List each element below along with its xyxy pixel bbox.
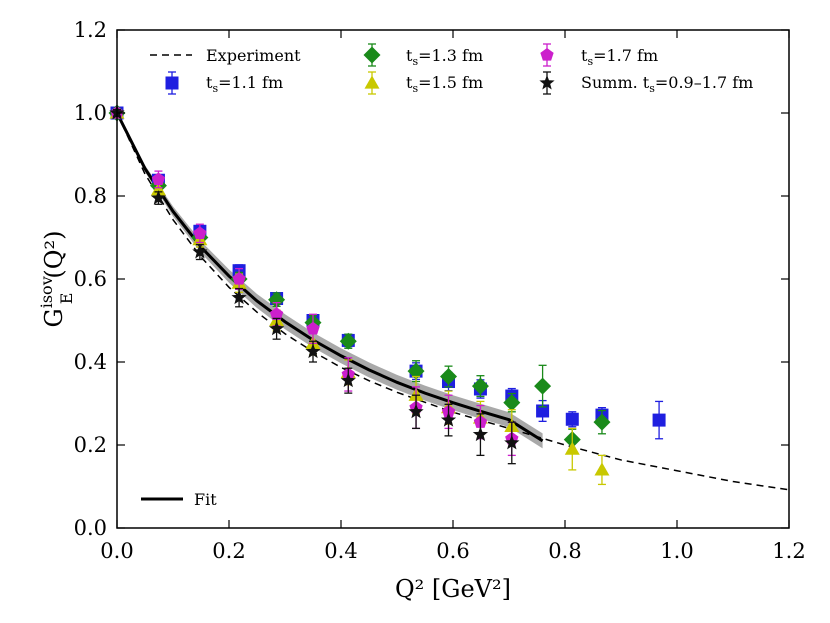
data-point <box>268 291 286 309</box>
data-point <box>193 226 207 240</box>
y-tick-label: 1.2 <box>74 18 107 42</box>
data-point <box>534 377 552 395</box>
legend-marker <box>364 75 380 89</box>
legend-label-ts-1-7: ts=1.7 fm <box>581 46 658 68</box>
x-axis-title: Q² [GeV²] <box>395 575 511 603</box>
x-tick-label: 1.2 <box>772 539 805 563</box>
y-axis-title-sup: isov <box>37 276 56 308</box>
fit-line <box>115 112 544 443</box>
y-tick-label: 1.0 <box>74 101 107 125</box>
data-point <box>471 377 489 395</box>
y-tick-label: 0.4 <box>74 350 107 374</box>
data-point <box>339 332 357 350</box>
x-tick-label: 0.0 <box>100 539 133 563</box>
data-point <box>192 244 208 259</box>
legend-marker <box>363 46 381 64</box>
data-point <box>268 320 285 336</box>
axis-ticks: 0.0 0.2 0.4 0.6 0.8 1.0 1.2 0.0 0.2 0.4 0.6 0.8 1.0 1… <box>74 18 806 563</box>
fit-error-band <box>117 113 543 449</box>
legend-handle-3 <box>540 43 554 67</box>
data-point <box>652 413 666 427</box>
data-point <box>231 289 247 305</box>
data-point <box>305 343 321 359</box>
x-tick-label: 0.2 <box>212 539 245 563</box>
data-point <box>269 307 284 320</box>
data-marks <box>108 104 666 486</box>
legend-marker <box>539 75 555 90</box>
data-point <box>151 172 166 186</box>
data-point <box>503 394 521 412</box>
data-point <box>340 372 356 388</box>
data-point <box>306 321 320 335</box>
legend-label-fit: Fit <box>194 490 217 509</box>
legend-handle-0 <box>165 71 179 95</box>
data-point <box>565 412 579 426</box>
data-point <box>440 368 458 386</box>
legend-label-ts-1-5: ts=1.5 fm <box>406 73 483 95</box>
data-point <box>150 190 167 205</box>
legend-marker <box>540 48 554 61</box>
legend-label-summ: Summ. ts=0.9–1.7 fm <box>581 73 753 95</box>
legend-handle-4 <box>539 71 555 95</box>
data-point <box>504 434 520 450</box>
data-point <box>536 404 550 418</box>
legend-handle-1 <box>363 43 381 67</box>
y-tick-label: 0.2 <box>74 433 107 457</box>
x-tick-label: 0.6 <box>436 539 469 563</box>
y-tick-label: 0.8 <box>74 184 107 208</box>
y-axis-title-tail: (Q²) <box>40 231 68 279</box>
legend-handle-2 <box>364 71 380 95</box>
y-tick-label: 0.0 <box>74 516 107 540</box>
y-axis-title-sub: E <box>57 293 76 305</box>
x-tick-label: 0.8 <box>548 539 581 563</box>
y-axis-title-main: G <box>40 308 68 327</box>
data-point <box>593 413 611 431</box>
legend-marker <box>165 76 179 90</box>
data-point <box>564 441 580 455</box>
series-4 <box>109 105 520 465</box>
data-point <box>408 403 424 419</box>
y-tick-label: 0.6 <box>74 267 107 291</box>
data-point <box>594 462 610 476</box>
x-tick-label: 0.4 <box>324 539 357 563</box>
x-tick-label: 1.0 <box>660 539 693 563</box>
legend-label-experiment: Experiment <box>206 46 301 65</box>
data-point <box>232 272 246 285</box>
y-axis-title: GisovE (Q²) <box>37 231 76 328</box>
legend <box>141 43 555 501</box>
legend-label-ts-1-1: ts=1.1 fm <box>206 73 283 95</box>
legend-label-ts-1-3: ts=1.3 fm <box>406 46 483 68</box>
data-point <box>407 362 425 380</box>
data-point <box>472 426 489 442</box>
data-point <box>440 412 457 427</box>
